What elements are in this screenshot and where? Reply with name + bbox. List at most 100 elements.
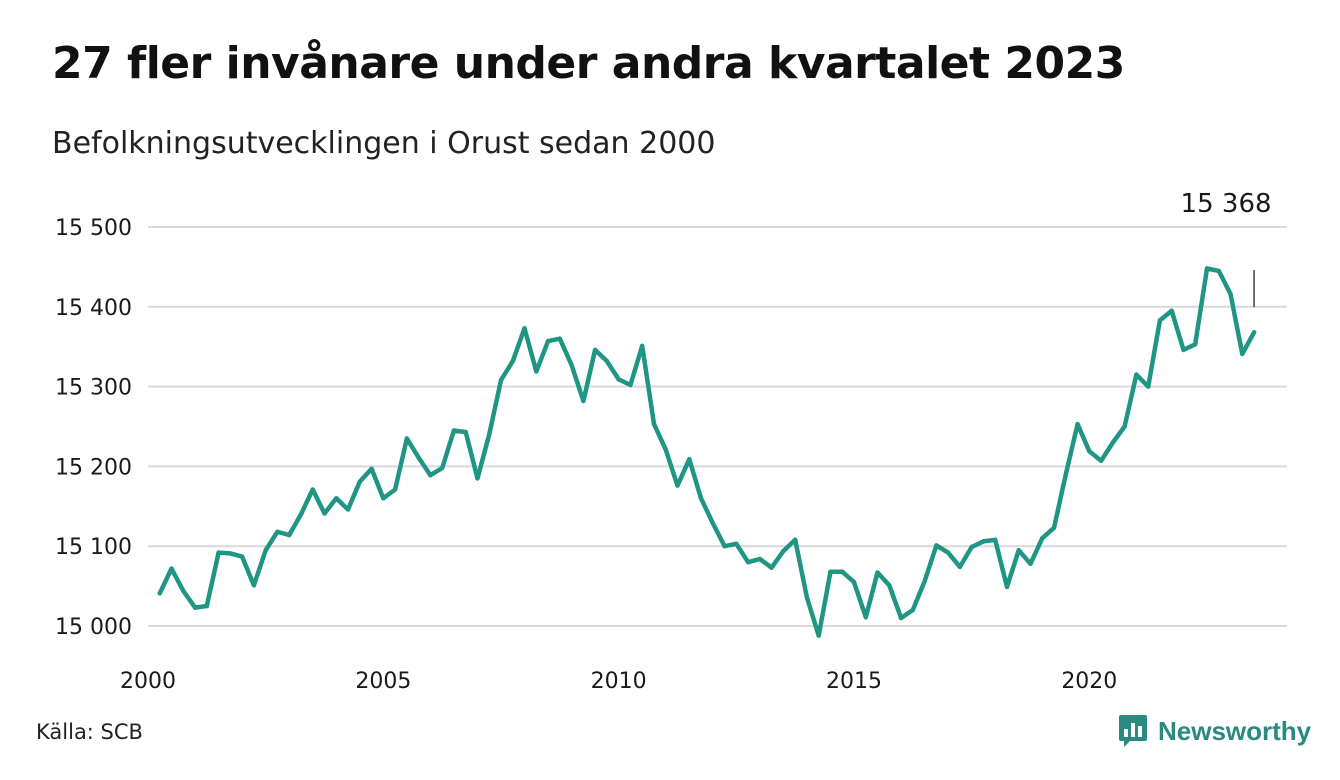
data-point (840, 569, 845, 574)
data-point (710, 520, 715, 526)
population-line (157, 266, 1257, 638)
data-point (1228, 291, 1233, 297)
data-point (992, 537, 998, 543)
data-point (357, 479, 362, 484)
data-point (934, 543, 939, 548)
data-point (663, 447, 668, 452)
brand-logo: Newsworthy (1118, 714, 1311, 748)
data-point (628, 382, 633, 388)
x-tick-label: 2005 (355, 669, 411, 694)
data-point (604, 358, 610, 364)
data-point (875, 570, 880, 575)
data-point (416, 455, 421, 460)
data-point (1016, 547, 1021, 553)
data-point (404, 436, 410, 441)
data-point (439, 465, 445, 471)
data-point (745, 559, 751, 565)
data-point (828, 569, 833, 574)
data-point (651, 421, 657, 427)
data-point (510, 358, 515, 364)
data-point (616, 377, 621, 382)
data-point (275, 529, 280, 535)
data-point (322, 511, 327, 516)
data-point (569, 362, 574, 368)
annotation-label: 15 368 (1181, 189, 1272, 219)
data-point (1181, 347, 1186, 353)
data-point (522, 326, 527, 331)
y-tick-label: 15 200 (55, 455, 132, 480)
data-point (792, 537, 798, 543)
data-point (1087, 449, 1092, 454)
x-tick-label: 2000 (120, 669, 176, 694)
source-note: Källa: SCB (36, 720, 143, 744)
data-point (698, 496, 704, 501)
data-point (910, 607, 916, 613)
y-tick-label: 15 400 (55, 296, 132, 321)
data-point (1110, 440, 1116, 445)
data-point (192, 605, 198, 610)
data-point (239, 554, 245, 559)
data-point (781, 548, 786, 554)
data-point (310, 487, 315, 492)
data-point (475, 476, 480, 481)
data-point (1134, 372, 1139, 377)
data-point (757, 556, 763, 562)
gridlines (148, 226, 1287, 627)
data-point (498, 378, 504, 383)
data-point (451, 428, 457, 433)
data-point (816, 633, 821, 638)
data-point (1240, 351, 1245, 357)
x-axis-ticks: 2000 2005 2010 2015 2020 (120, 669, 1117, 694)
data-point (675, 483, 680, 488)
data-point (898, 615, 904, 621)
y-tick-label: 15 500 (55, 216, 132, 241)
data-point (204, 603, 210, 609)
data-point (534, 369, 539, 374)
data-point (1004, 584, 1010, 590)
data-point (922, 579, 927, 584)
brand-name: Newsworthy (1158, 715, 1312, 746)
data-point (1122, 424, 1127, 429)
data-point (169, 566, 174, 571)
data-point (981, 539, 986, 544)
data-point (181, 588, 186, 594)
data-point (639, 343, 645, 349)
data-point (769, 565, 774, 570)
data-point (557, 336, 563, 341)
x-tick-label: 2010 (591, 669, 647, 694)
data-point (298, 512, 304, 517)
data-point (428, 472, 433, 478)
y-tick-label: 15 300 (55, 376, 132, 401)
data-point (487, 432, 492, 437)
bar-chart-speech-icon (1119, 715, 1147, 747)
chart-title: 27 fler invånare under andra kvartalet 2… (52, 38, 1125, 89)
data-point (734, 541, 739, 547)
data-point (887, 583, 892, 588)
y-tick-label: 15 100 (55, 535, 132, 560)
data-point (345, 507, 351, 512)
data-points (157, 266, 1257, 638)
data-point (1098, 458, 1104, 464)
data-point (545, 338, 551, 344)
data-point (157, 591, 162, 596)
data-point (1251, 330, 1257, 335)
data-point (1028, 561, 1033, 566)
data-point (804, 595, 810, 600)
data-point (851, 579, 857, 585)
data-point (1216, 268, 1221, 274)
data-point (286, 532, 292, 538)
y-axis-ticks: 15 000 15 100 15 200 15 300 15 400 15 500 (55, 216, 132, 640)
data-point (1193, 342, 1198, 347)
x-tick-label: 2015 (826, 669, 882, 694)
data-point (228, 551, 233, 556)
data-point (1040, 536, 1045, 541)
data-point (687, 457, 692, 462)
y-tick-label: 15 000 (55, 615, 132, 640)
data-point (581, 398, 586, 404)
data-point (1204, 266, 1210, 271)
data-point (592, 347, 598, 353)
data-point (392, 487, 398, 492)
data-point (957, 564, 963, 570)
data-point (722, 544, 727, 549)
